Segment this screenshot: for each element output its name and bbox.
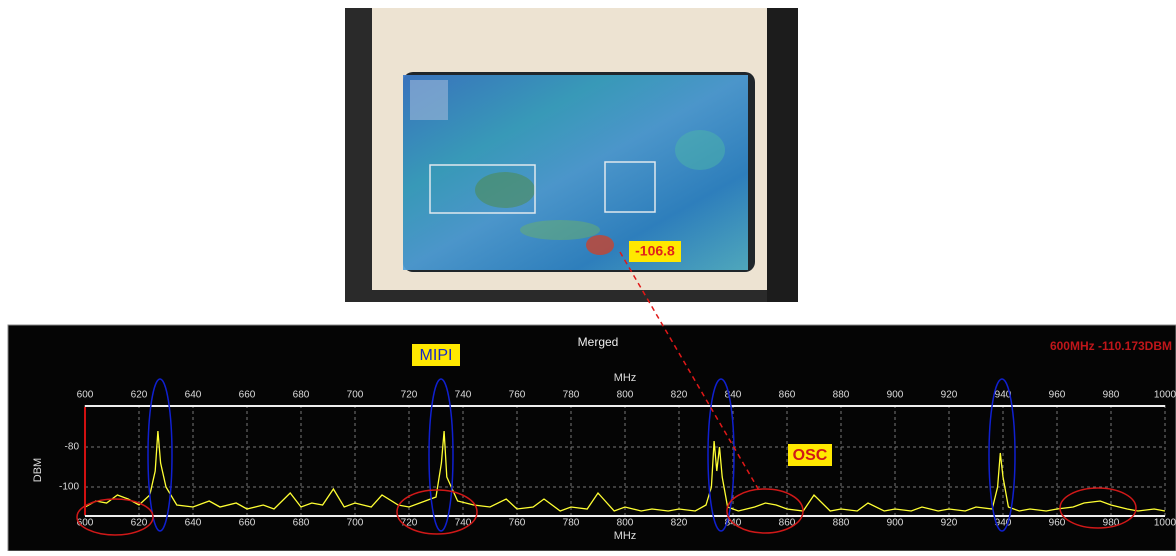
x-tick-label: 620 xyxy=(131,390,148,401)
x-tick-label: 740 xyxy=(455,390,472,401)
board-photo xyxy=(345,8,798,302)
x-tick-label: 920 xyxy=(941,390,958,401)
chart-title: Merged xyxy=(578,335,619,349)
x-tick-label: 640 xyxy=(185,390,202,401)
x-tick-label: 660 xyxy=(239,518,256,529)
x-tick-label: 660 xyxy=(239,390,256,401)
figure: -106.8 Merged 600MHz -110.173DBM MHz MHz… xyxy=(0,0,1176,551)
osc-label: OSC xyxy=(793,447,828,464)
x-tick-label: 620 xyxy=(131,518,148,529)
x-tick-label: 880 xyxy=(833,390,850,401)
x-tick-label: 800 xyxy=(617,390,634,401)
x-axis-title: MHz xyxy=(614,372,637,384)
x-tick-label: 640 xyxy=(185,518,202,529)
x-tick-label: 960 xyxy=(1049,518,1066,529)
x-tick-label: 920 xyxy=(941,518,958,529)
x-tick-label: 880 xyxy=(833,518,850,529)
x-tick-label: 700 xyxy=(347,518,364,529)
y-tick-label: -80 xyxy=(65,442,80,453)
x-tick-label: 680 xyxy=(293,390,310,401)
x-tick-label: 760 xyxy=(509,518,526,529)
marker-readout: 600MHz -110.173DBM xyxy=(1050,339,1172,353)
x-tick-label: 900 xyxy=(887,518,904,529)
x-tick-label: 700 xyxy=(347,390,364,401)
x-tick-label: 960 xyxy=(1049,390,1066,401)
x-tick-label: 600 xyxy=(77,390,94,401)
x-tick-label: 980 xyxy=(1103,390,1120,401)
page: -106.8 Merged 600MHz -110.173DBM MHz MHz… xyxy=(0,0,1176,556)
x-tick-label: 1000 xyxy=(1154,390,1176,401)
x-tick-label: 780 xyxy=(563,390,580,401)
x-tick-label: 900 xyxy=(887,390,904,401)
x-tick-label: 800 xyxy=(617,518,634,529)
x-tick-label: 720 xyxy=(401,390,418,401)
x-tick-label: 820 xyxy=(671,390,688,401)
x-axis-title: MHz xyxy=(614,530,637,542)
x-tick-label: 840 xyxy=(725,390,742,401)
x-tick-label: 760 xyxy=(509,390,526,401)
x-tick-label: 740 xyxy=(455,518,472,529)
x-tick-label: 680 xyxy=(293,518,310,529)
x-tick-label: 1000 xyxy=(1154,518,1176,529)
x-tick-label: 820 xyxy=(671,518,688,529)
x-tick-label: 780 xyxy=(563,518,580,529)
x-tick-label: 860 xyxy=(779,518,796,529)
y-axis-title: DBM xyxy=(32,458,44,482)
hotspot-label: -106.8 xyxy=(635,243,675,259)
y-tick-label: -100 xyxy=(59,482,79,493)
mipi-label: MIPI xyxy=(420,347,453,364)
x-tick-label: 860 xyxy=(779,390,796,401)
